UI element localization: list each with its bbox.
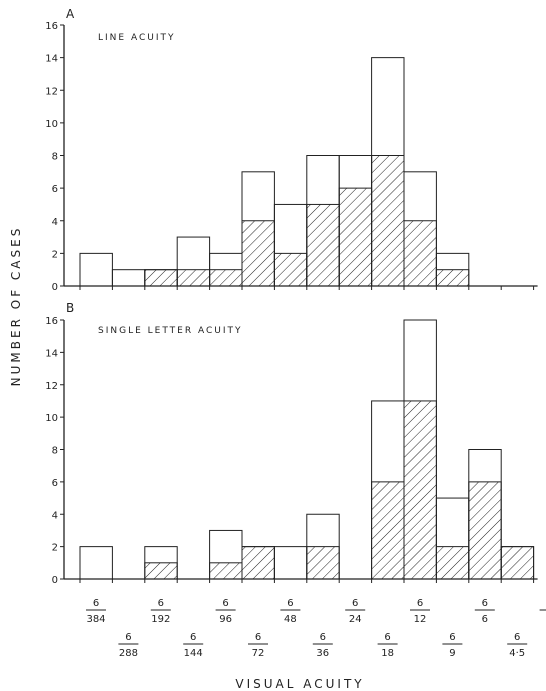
- bar-hatched-b-7: [306, 546, 340, 580]
- panel-a-title: LINE ACUITY: [98, 33, 175, 43]
- y-tick-label: 6: [52, 184, 58, 195]
- panel-a-y-axis: 0 2 4 6 8 10 12 14 16: [45, 21, 538, 293]
- x-tick-label-13: 64·5: [507, 632, 528, 659]
- x-tick-label-9: 618: [377, 632, 398, 659]
- bar-hatched-a-10: [403, 220, 437, 287]
- bar-hatched-b-13: [500, 546, 535, 580]
- bar-hatched-b-9: [371, 481, 405, 580]
- panel-b-bars: [79, 319, 535, 580]
- panel-b: B SINGLE LETTER ACUITY 0 2 4 6 8 10 12 14 16: [45, 301, 538, 586]
- y-axis-title: NUMBER OF CASES: [9, 226, 23, 387]
- x-tick-label-11: 69: [442, 632, 463, 659]
- bar-hatched-a-6: [273, 252, 308, 287]
- y-tick-label: 0: [52, 575, 58, 586]
- y-tick-label: 16: [45, 21, 58, 32]
- x-axis-tick-labels: 6384628861926144696672648636624618612696…: [86, 598, 546, 659]
- bar-hatched-a-3: [176, 269, 211, 287]
- x-tick-denominator: 4·5: [509, 648, 525, 659]
- bar-hatched-b-5: [241, 546, 275, 580]
- panel-b-y-axis: 0 2 4 6 8 10 12 14 16: [45, 316, 538, 586]
- x-tick-denominator: 12: [414, 614, 427, 625]
- x-tick-numerator: 6: [255, 632, 261, 643]
- x-tick-denominator: 24: [349, 614, 362, 625]
- x-axis-title: VISUAL ACUITY: [235, 677, 364, 691]
- x-tick-denominator: 36: [316, 648, 329, 659]
- x-tick-numerator: 6: [287, 598, 293, 609]
- y-tick-label: 10: [45, 413, 58, 424]
- x-tick-denominator: 96: [219, 614, 232, 625]
- y-tick-label: 12: [45, 381, 58, 392]
- bar-hatched-b-4: [209, 562, 243, 580]
- panel-a-bars: [79, 57, 470, 287]
- x-tick-denominator: 288: [119, 648, 138, 659]
- x-tick-numerator: 6: [352, 598, 358, 609]
- bar-hatched-b-10: [403, 400, 437, 580]
- y-tick-label: 0: [52, 282, 58, 293]
- bar-total-b-0: [79, 546, 113, 580]
- bar-hatched-a-5: [241, 220, 275, 287]
- bar-total-a-0: [79, 252, 113, 287]
- x-tick-denominator: 384: [86, 614, 105, 625]
- panel-a-letter: A: [66, 7, 75, 21]
- x-tick-denominator: 9: [449, 648, 455, 659]
- x-tick-label-5: 672: [248, 632, 268, 659]
- x-tick-numerator: 6: [449, 632, 455, 643]
- y-tick-label: 14: [45, 348, 58, 359]
- x-tick-label-8: 624: [345, 598, 366, 625]
- panel-b-title: SINGLE LETTER ACUITY: [98, 326, 243, 336]
- bar-hatched-a-8: [338, 187, 373, 287]
- x-tick-numerator: 6: [222, 598, 228, 609]
- x-tick-denominator: 48: [284, 614, 297, 625]
- bar-hatched-a-4: [209, 269, 243, 287]
- y-tick-label: 8: [52, 446, 58, 457]
- x-tick-label-4: 696: [215, 598, 236, 625]
- x-tick-numerator: 6: [482, 598, 488, 609]
- y-tick-label: 14: [45, 54, 58, 65]
- bar-hatched-b-2: [144, 562, 178, 580]
- x-tick-numerator: 6: [190, 632, 196, 643]
- x-tick-numerator: 6: [417, 598, 423, 609]
- panel-b-letter: B: [66, 301, 74, 315]
- x-tick-label-6: 648: [280, 598, 301, 625]
- bar-hatched-a-11: [435, 269, 470, 287]
- x-tick-label-12: 66: [474, 598, 495, 625]
- x-tick-denominator: 72: [252, 648, 265, 659]
- y-tick-label: 4: [52, 217, 58, 228]
- bar-total-b-6: [273, 546, 308, 580]
- y-tick-label: 6: [52, 478, 58, 489]
- x-tick-numerator: 6: [320, 632, 326, 643]
- x-tick-denominator: 6: [482, 614, 488, 625]
- x-tick-numerator: 6: [93, 598, 99, 609]
- y-tick-label: 12: [45, 86, 58, 97]
- x-tick-denominator: 18: [381, 648, 394, 659]
- bar-hatched-a-2: [144, 269, 178, 287]
- bar-hatched-b-12: [468, 481, 502, 580]
- y-tick-label: 16: [45, 316, 58, 327]
- x-tick-numerator: 6: [158, 598, 164, 609]
- y-tick-label: 2: [52, 249, 58, 260]
- bar-hatched-a-7: [306, 203, 340, 287]
- bar-hatched-a-9: [371, 155, 405, 287]
- x-tick-label-10: 612: [410, 598, 430, 625]
- x-tick-numerator: 6: [514, 632, 520, 643]
- y-tick-label: 4: [52, 510, 58, 521]
- y-tick-label: 8: [52, 152, 58, 163]
- x-tick-label-7: 636: [312, 632, 333, 659]
- panel-a: A LINE ACUITY 0 2 4 6 8 10 12 14 16: [45, 7, 538, 293]
- bar-total-a-1: [111, 269, 146, 287]
- x-tick-label-14: 6: [539, 609, 546, 611]
- y-tick-label: 10: [45, 119, 58, 130]
- x-tick-numerator: 6: [125, 632, 131, 643]
- x-tick-denominator: 192: [151, 614, 170, 625]
- bar-hatched-b-11: [435, 546, 470, 580]
- x-tick-numerator: 6: [384, 632, 390, 643]
- y-tick-label: 2: [52, 543, 58, 554]
- x-tick-denominator: 144: [184, 648, 203, 659]
